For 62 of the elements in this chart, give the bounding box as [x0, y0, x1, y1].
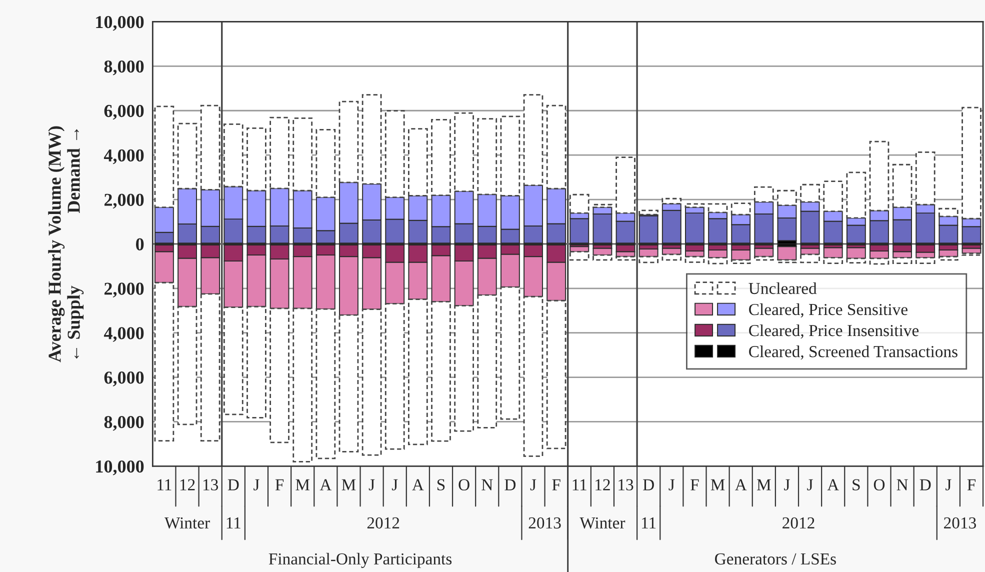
text: 2013 — [944, 517, 976, 529]
legend-label: Cleared, Price Insensitive — [749, 324, 919, 339]
x-tick-label: 12 — [596, 479, 610, 490]
y-tick-label: 4,000 — [104, 149, 144, 164]
x-tick-label: 12 — [180, 479, 195, 490]
x-tick-label: F — [690, 479, 699, 490]
x-tick-label: D — [920, 479, 931, 490]
x-tick-label: A — [412, 479, 424, 490]
y-tick-label: 10,000 — [96, 460, 144, 476]
y-tick-label: 4,000 — [104, 327, 144, 342]
x-tick-label: M — [710, 479, 725, 490]
y-tick-label: 2,000 — [104, 282, 144, 298]
x-tick-label: J — [254, 479, 260, 490]
y-tick-label: 8,000 — [104, 416, 144, 431]
x-tick-label: J — [368, 479, 375, 490]
x-tick-label: F — [552, 479, 560, 490]
x-tick-label: J — [530, 479, 536, 490]
y-tick-label: 6,000 — [104, 372, 144, 386]
text: 2012 — [782, 517, 814, 529]
y-tick-label: 8,000 — [104, 60, 144, 76]
legend-label: Cleared, Screened Transactions — [749, 346, 958, 360]
x-tick-label: S — [437, 479, 445, 490]
x-tick-label: A — [734, 479, 747, 490]
text: Winter — [580, 517, 626, 529]
x-tick-label: A — [827, 479, 839, 490]
x-tick-label: J — [392, 479, 398, 490]
x-tick-label: J — [946, 479, 952, 490]
x-tick-label: D — [228, 479, 239, 490]
x-tick-label: J — [668, 479, 675, 490]
x-tick-label: A — [320, 479, 332, 490]
text: 11 — [226, 517, 240, 528]
text: 2013 — [528, 517, 561, 529]
x-tick-label: D — [643, 479, 654, 490]
legend-label: Uncleared — [748, 282, 817, 294]
y-axis-title: Average Hourly Volume (MW) ← Supply Demand → — [48, 126, 84, 362]
x-tick-label: 11 — [572, 479, 586, 490]
x-tick-label: O — [874, 479, 885, 490]
legend-label: Cleared, Price Sensitive — [749, 303, 908, 318]
x-tick-label: D — [504, 479, 516, 490]
text: Financial-Only Participants — [268, 552, 452, 568]
x-tick-label: N — [896, 479, 908, 490]
y-tick-label: 6,000 — [104, 104, 144, 120]
y-tick-label: 0 — [136, 238, 144, 250]
y-tick-label: 2,000 — [104, 194, 144, 209]
x-tick-label: 13 — [203, 479, 218, 490]
x-tick-label: M — [756, 479, 771, 490]
x-tick-label: S — [852, 479, 860, 490]
y-tick-label: 10,000 — [96, 16, 144, 31]
x-tick-label: O — [458, 479, 470, 490]
text: Generators / LSEs — [715, 553, 836, 565]
text: 2012 — [367, 517, 400, 529]
x-tick-label: F — [275, 479, 284, 490]
x-tick-label: J — [807, 479, 813, 490]
text: 11 — [642, 517, 656, 528]
x-tick-label: M — [296, 479, 310, 490]
x-tick-label: N — [482, 479, 493, 490]
x-tick-label: 13 — [618, 479, 634, 490]
x-tick-label: J — [784, 479, 790, 490]
x-tick-label: 11 — [158, 479, 172, 490]
x-tick-label: F — [967, 479, 976, 490]
text: Winter — [164, 517, 210, 529]
x-tick-label: M — [342, 479, 356, 490]
